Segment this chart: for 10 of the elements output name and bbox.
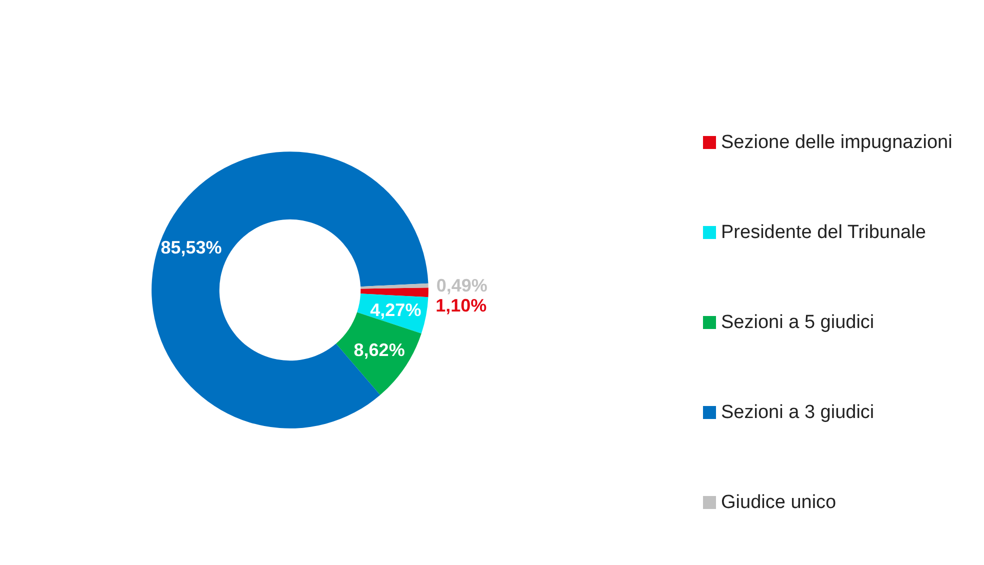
data-label: 85,53% [160, 237, 222, 258]
legend-label: Giudice unico [721, 492, 836, 513]
data-label: 0,49% [436, 275, 488, 296]
legend-label: Sezioni a 5 giudici [721, 312, 874, 333]
data-label: 8,62% [354, 340, 405, 360]
data-label: 4,27% [370, 300, 422, 320]
data-label: 1,10% [436, 295, 487, 316]
legend-label: Sezioni a 3 giudici [721, 402, 874, 423]
legend-label: Sezione delle impugnazioni [721, 132, 952, 153]
legend-label: Presidente del Tribunale [721, 222, 926, 243]
